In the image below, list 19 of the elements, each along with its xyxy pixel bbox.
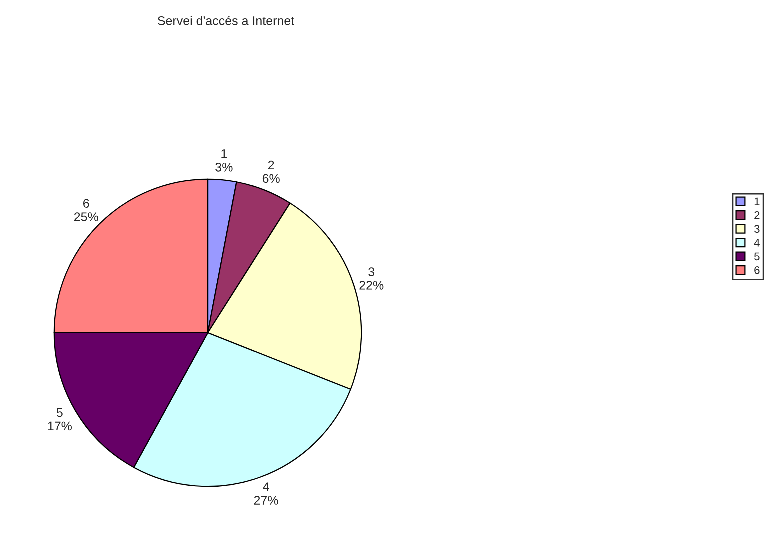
legend-label: 6 xyxy=(754,266,760,274)
slice-label: 1 xyxy=(222,150,228,158)
data-label: 17% xyxy=(48,422,72,431)
slice-label: 3 xyxy=(368,268,375,276)
slice-label: 6 xyxy=(84,199,90,208)
legend-label: 2 xyxy=(754,211,760,220)
data-label: 27% xyxy=(254,496,278,505)
legend-label: 1 xyxy=(754,198,760,206)
legend-label: 3 xyxy=(754,225,760,234)
slice-label: 4 xyxy=(263,482,270,492)
legend-label: 4 xyxy=(754,239,760,247)
slice-label: 2 xyxy=(268,160,274,170)
data-label: 25% xyxy=(74,212,98,222)
legend-label: 5 xyxy=(754,252,760,261)
data-label: 3% xyxy=(216,162,233,172)
data-label: 22% xyxy=(360,281,384,290)
data-label: 6% xyxy=(262,174,280,184)
slice-label: 5 xyxy=(56,408,63,418)
chart-title: Servei d'accés a Internet xyxy=(158,16,295,26)
